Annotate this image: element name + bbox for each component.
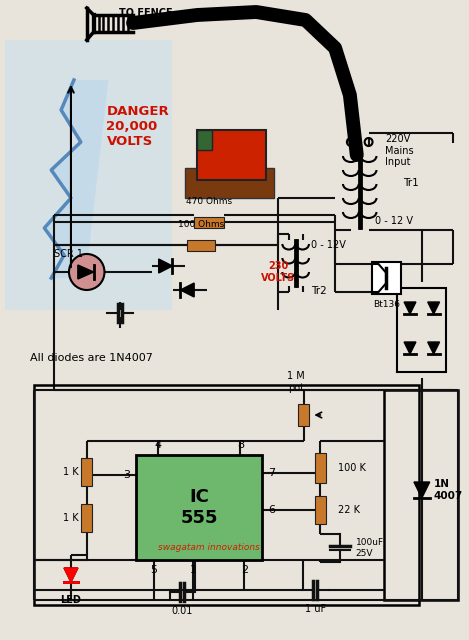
Text: Tr1: Tr1 bbox=[403, 178, 419, 188]
Text: SCR 1: SCR 1 bbox=[54, 249, 83, 259]
Text: 5: 5 bbox=[150, 565, 157, 575]
Text: IC
555: IC 555 bbox=[181, 488, 218, 527]
Text: 6: 6 bbox=[268, 505, 275, 515]
Bar bbox=[315, 453, 326, 483]
Polygon shape bbox=[181, 283, 194, 297]
Text: 2: 2 bbox=[241, 565, 248, 575]
Polygon shape bbox=[159, 259, 173, 273]
Bar bbox=[315, 496, 326, 524]
Text: 220V
Mains
Input: 220V Mains Input bbox=[386, 134, 414, 167]
Circle shape bbox=[69, 254, 105, 290]
Polygon shape bbox=[64, 568, 78, 582]
Text: 0 - 12V: 0 - 12V bbox=[311, 240, 346, 250]
Bar bbox=[385, 390, 458, 600]
Text: 8: 8 bbox=[237, 440, 244, 450]
Text: 100uF
25V: 100uF 25V bbox=[356, 538, 384, 557]
Bar bbox=[371, 262, 401, 294]
Text: 100 Ohms: 100 Ohms bbox=[178, 220, 224, 229]
Polygon shape bbox=[78, 265, 94, 279]
Text: 1 uF: 1 uF bbox=[305, 604, 326, 614]
Text: 470 Ohms: 470 Ohms bbox=[186, 197, 232, 206]
Polygon shape bbox=[64, 568, 78, 582]
Text: TO FENCE: TO FENCE bbox=[119, 8, 173, 18]
Text: All diodes are 1N4007: All diodes are 1N4007 bbox=[30, 353, 152, 363]
Bar bbox=[185, 168, 274, 198]
Bar bbox=[81, 458, 92, 486]
Text: 1: 1 bbox=[189, 565, 197, 575]
Bar bbox=[136, 455, 262, 560]
Polygon shape bbox=[428, 302, 439, 314]
Polygon shape bbox=[404, 342, 416, 354]
Text: 100 K: 100 K bbox=[338, 463, 366, 473]
Text: 1 K: 1 K bbox=[63, 513, 79, 523]
Bar bbox=[194, 216, 224, 227]
Text: 4: 4 bbox=[154, 440, 161, 450]
Bar bbox=[197, 130, 266, 180]
Text: DANGER
20,000
VOLTS: DANGER 20,000 VOLTS bbox=[106, 105, 169, 148]
Text: 230
VOLTS: 230 VOLTS bbox=[261, 261, 295, 283]
Text: 1 M
pot: 1 M pot bbox=[287, 371, 304, 393]
Text: 1 K: 1 K bbox=[63, 467, 79, 477]
Bar bbox=[298, 404, 309, 426]
Text: 1N
4007: 1N 4007 bbox=[434, 479, 463, 501]
Polygon shape bbox=[428, 342, 439, 354]
Bar bbox=[187, 239, 215, 250]
Text: 22 K: 22 K bbox=[338, 505, 360, 515]
Text: Bt136: Bt136 bbox=[373, 300, 400, 309]
Text: Tr2: Tr2 bbox=[311, 286, 327, 296]
Polygon shape bbox=[5, 40, 173, 310]
Bar bbox=[81, 504, 92, 532]
Bar bbox=[35, 385, 419, 605]
Bar bbox=[197, 130, 212, 150]
Polygon shape bbox=[45, 80, 108, 278]
Text: 3: 3 bbox=[123, 470, 130, 480]
Polygon shape bbox=[404, 302, 416, 314]
Polygon shape bbox=[414, 482, 430, 498]
Text: swagatam innovations: swagatam innovations bbox=[158, 543, 259, 552]
Text: LED: LED bbox=[61, 595, 82, 605]
Text: 0 - 12 V: 0 - 12 V bbox=[376, 216, 414, 226]
Bar bbox=[397, 288, 446, 372]
Text: 7: 7 bbox=[268, 468, 275, 478]
Text: 0.01: 0.01 bbox=[172, 606, 193, 616]
